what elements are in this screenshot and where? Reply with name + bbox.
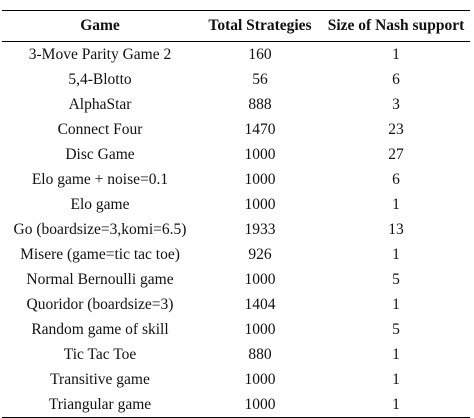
cell-game: Elo game + noise=0.1	[31, 171, 169, 188]
cell-total-strategies: 1000	[244, 196, 276, 213]
cell-game: Triangular game	[2, 392, 198, 418]
cell-game: Elo game	[70, 196, 130, 213]
cell-nash-support: 1	[392, 246, 400, 263]
cell-nash-support: 13	[388, 221, 404, 238]
cell-total-strategies: 1000	[244, 321, 276, 338]
cell-total-strategies: 1404	[244, 296, 276, 313]
cell-total-strategies: 880	[248, 346, 272, 363]
cell-game: Transitive game	[50, 371, 150, 388]
cell-nash-support: 6	[392, 71, 400, 88]
cell-nash-support: 1	[392, 296, 400, 313]
cell-nash-support: 5	[392, 271, 400, 288]
cell-game: Go (boardsize=3,komi=6.5)	[13, 221, 187, 238]
cell-total-strategies: 1000	[244, 171, 276, 188]
table-row: 5,4-Blotto 56 6	[2, 67, 470, 92]
table-row: Random game of skill 1000 5	[2, 317, 470, 342]
cell-nash-support: 6	[392, 171, 400, 188]
cell-nash-support: 5	[392, 321, 400, 338]
table-header-row: Game Total Strategies Size of Nash suppo…	[2, 10, 470, 42]
cell-game: Normal Bernoulli game	[26, 271, 174, 288]
cell-total-strategies: 888	[248, 96, 272, 113]
cell-nash-support: 3	[392, 96, 400, 113]
table-row: Transitive game 1000 1	[2, 367, 470, 392]
table-row: Quoridor (boardsize=3) 1404 1	[2, 292, 470, 317]
column-header-total-strategies: Total Strategies	[198, 10, 322, 42]
cell-nash-support: 1	[392, 46, 400, 63]
cell-total-strategies: 926	[248, 246, 272, 263]
table-row: Normal Bernoulli game 1000 5	[2, 267, 470, 292]
cell-total-strategies: 1000	[244, 271, 276, 288]
table-row: Disc Game 1000 27	[2, 142, 470, 167]
cell-game: Disc Game	[65, 146, 135, 163]
strategies-table: Game Total Strategies Size of Nash suppo…	[2, 10, 470, 418]
table-row: Misere (game=tic tac toe) 926 1	[2, 242, 470, 267]
cell-nash-support: 1	[322, 392, 470, 418]
cell-total-strategies: 1000	[244, 146, 276, 163]
table-row: Triangular game 1000 1	[2, 392, 470, 418]
cell-total-strategies: 1933	[244, 221, 276, 238]
cell-game: Random game of skill	[31, 321, 169, 338]
cell-game: Misere (game=tic tac toe)	[20, 246, 180, 263]
cell-nash-support: 1	[392, 196, 400, 213]
cell-game: AlphaStar	[68, 96, 132, 113]
table-row: Elo game + noise=0.1 1000 6	[2, 167, 470, 192]
cell-nash-support: 23	[388, 121, 404, 138]
cell-total-strategies: 1000	[198, 392, 322, 418]
cell-game: 5,4-Blotto	[68, 71, 132, 88]
cell-nash-support: 1	[392, 346, 400, 363]
cell-game: 3-Move Parity Game 2	[28, 46, 172, 63]
cell-game: Tic Tac Toe	[63, 346, 137, 363]
cell-total-strategies: 1470	[244, 121, 276, 138]
cell-total-strategies: 1000	[244, 371, 276, 388]
cell-total-strategies: 160	[248, 46, 272, 63]
cell-nash-support: 1	[392, 371, 400, 388]
table-row: AlphaStar 888 3	[2, 92, 470, 117]
cell-game: Quoridor (boardsize=3)	[26, 296, 174, 313]
cell-game: Connect Four	[57, 121, 143, 138]
table-row: Go (boardsize=3,komi=6.5) 1933 13	[2, 217, 470, 242]
column-header-nash-support: Size of Nash support	[322, 10, 470, 42]
table-row: Tic Tac Toe 880 1	[2, 342, 470, 367]
cell-nash-support: 27	[388, 146, 404, 163]
table-row: 3-Move Parity Game 2 160 1	[2, 42, 470, 68]
cell-total-strategies: 56	[252, 71, 268, 88]
table-row: Elo game 1000 1	[2, 192, 470, 217]
column-header-game: Game	[2, 10, 198, 42]
table-row: Connect Four 1470 23	[2, 117, 470, 142]
